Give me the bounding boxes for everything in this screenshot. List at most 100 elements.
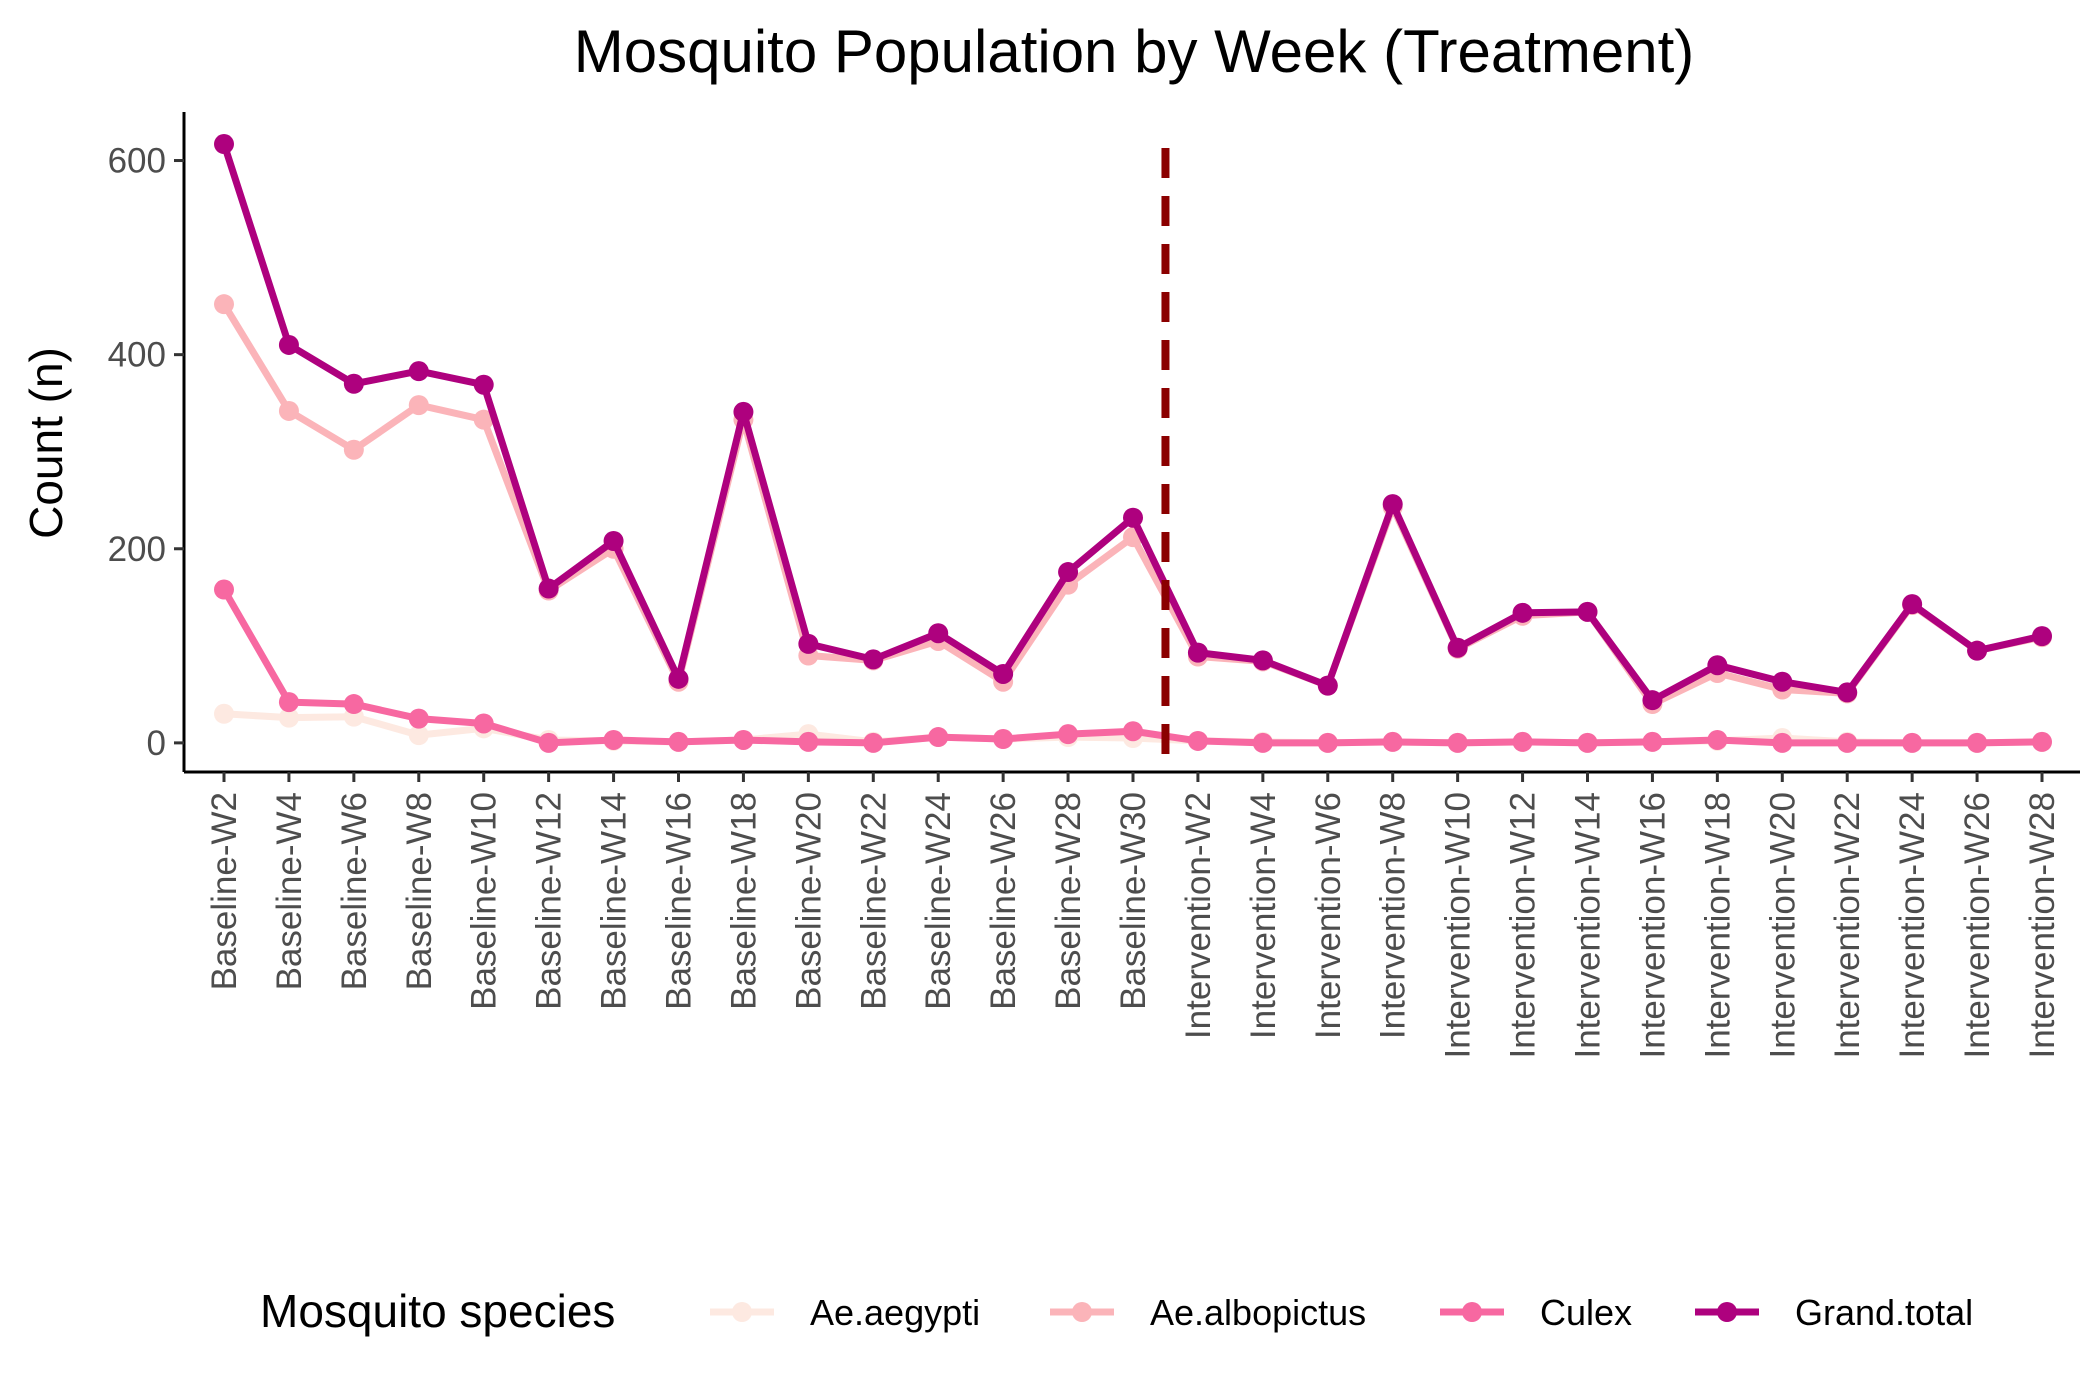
data-point-culex <box>1252 732 1273 753</box>
data-point-culex <box>2032 731 2052 752</box>
legend-key-point-ae-aegypti <box>732 1302 752 1322</box>
data-point-grand-total <box>733 401 754 422</box>
x-tick-label: Intervention-W6 <box>1309 792 1348 1039</box>
chart-title: Mosquito Population by Week (Treatment) <box>574 18 1695 85</box>
plot-area: 0 200 400 600 Baseline-W2 Baseline-W4 Baseline… <box>108 112 2080 1059</box>
data-point-grand-total <box>1902 594 1923 615</box>
data-point-grand-total <box>473 374 494 395</box>
data-point-culex <box>1967 732 1988 753</box>
data-point-grand-total <box>993 663 1014 684</box>
data-point-grand-total <box>1447 637 1468 658</box>
data-point-grand-total <box>538 578 559 599</box>
x-tick-label: Baseline-W14 <box>595 792 634 1010</box>
y-axis-title: Count (n) <box>20 347 72 539</box>
data-point-grand-total <box>1058 562 1079 583</box>
data-point-grand-total <box>1707 655 1728 676</box>
data-point-culex <box>1707 729 1728 750</box>
x-tick-label: Baseline-W6 <box>335 792 374 990</box>
data-point-culex <box>1837 732 1858 753</box>
x-tick-label: Intervention-W12 <box>1504 792 1543 1059</box>
data-point-grand-total <box>1382 494 1403 515</box>
data-point-grand-total <box>408 361 429 382</box>
data-point-culex <box>538 732 559 753</box>
data-point-culex <box>1902 732 1923 753</box>
data-point-culex <box>1642 731 1663 752</box>
data-point-culex <box>408 708 429 729</box>
data-point-grand-total <box>928 623 949 644</box>
data-point-grand-total <box>603 531 624 551</box>
data-point-culex <box>733 729 754 750</box>
data-point-culex <box>1512 731 1533 752</box>
x-tick-label: Intervention-W26 <box>1958 792 1997 1059</box>
legend-key-point-grand-total <box>1717 1302 1737 1322</box>
data-point-grand-total <box>1512 602 1533 623</box>
legend-key-point-culex <box>1462 1302 1482 1322</box>
x-tick-label: Baseline-W8 <box>400 792 439 990</box>
legend: Mosquito species Ae.aegypti Ae.albopictus… <box>260 1285 1973 1337</box>
x-tick-label: Baseline-W18 <box>724 792 763 1010</box>
data-point-culex <box>1187 730 1208 751</box>
data-point-culex <box>1447 732 1468 753</box>
data-point-culex <box>928 727 949 748</box>
x-tick-label: Intervention-W18 <box>1698 792 1737 1059</box>
x-tick-label: Baseline-W22 <box>854 792 893 1010</box>
data-point-ae-albopictus <box>408 395 429 416</box>
x-tick-label: Baseline-W30 <box>1114 792 1153 1010</box>
data-point-culex <box>343 694 364 715</box>
x-tick-label: Baseline-W2 <box>205 792 244 990</box>
data-point-grand-total <box>1837 682 1858 703</box>
x-tick-label: Intervention-W24 <box>1893 792 1932 1059</box>
y-tick-label: 400 <box>108 336 166 375</box>
data-point-culex <box>603 729 624 750</box>
data-point-ae-albopictus <box>343 439 364 460</box>
data-point-culex <box>863 732 884 753</box>
data-point-ae-albopictus <box>214 294 234 315</box>
data-point-grand-total <box>798 633 819 654</box>
legend-key-point-ae-albopictus <box>1072 1302 1092 1322</box>
data-point-ae-albopictus <box>278 400 299 421</box>
x-tick-label: Intervention-W4 <box>1244 792 1283 1039</box>
data-point-grand-total <box>863 649 884 670</box>
data-point-ae-aegypti <box>278 707 299 728</box>
x-tick-label: Intervention-W14 <box>1569 792 1608 1059</box>
legend-label-ae-aegypti: Ae.aegypti <box>810 1292 980 1333</box>
x-tick-label: Baseline-W16 <box>660 792 699 1010</box>
x-tick-label: Baseline-W24 <box>919 792 958 1010</box>
x-tick-label: Baseline-W26 <box>984 792 1023 1010</box>
data-point-culex <box>993 729 1014 749</box>
data-point-grand-total <box>1967 640 1988 661</box>
data-point-grand-total <box>1123 507 1143 528</box>
x-tick-label: Baseline-W28 <box>1049 792 1088 1010</box>
series-line-grand-total <box>220 140 2046 704</box>
x-tick-label: Baseline-W12 <box>530 792 569 1010</box>
data-point-grand-total <box>278 334 299 355</box>
x-tick-label: Baseline-W20 <box>789 792 828 1010</box>
data-point-culex <box>1058 724 1079 745</box>
data-point-grand-total <box>1772 671 1793 692</box>
data-point-grand-total <box>343 373 364 394</box>
x-tick-label: Intervention-W22 <box>1828 792 1867 1059</box>
legend-label-ae-albopictus: Ae.albopictus <box>1150 1292 1366 1333</box>
x-tick-label: Intervention-W10 <box>1439 792 1478 1059</box>
data-point-culex <box>1123 721 1143 742</box>
x-tick-label: Baseline-W4 <box>270 792 309 990</box>
legend-title: Mosquito species <box>260 1285 615 1337</box>
data-point-culex <box>473 713 494 734</box>
legend-items: Ae.aegypti Ae.albopictus Culex Grand.total <box>710 1292 1973 1333</box>
x-tick-label: Intervention-W8 <box>1374 792 1413 1039</box>
y-tick-label: 0 <box>147 724 166 763</box>
series-line-ae-albopictus <box>220 300 2046 708</box>
data-point-culex <box>1577 732 1598 753</box>
data-point-grand-total <box>1252 650 1273 671</box>
legend-label-grand-total: Grand.total <box>1795 1292 1973 1333</box>
data-point-culex <box>1317 732 1338 753</box>
data-point-grand-total <box>1642 690 1663 711</box>
data-point-ae-albopictus <box>473 409 494 430</box>
series-line-culex <box>220 586 2046 747</box>
data-point-grand-total <box>1187 642 1208 663</box>
x-tick-label: Baseline-W10 <box>465 792 504 1010</box>
data-point-culex <box>1772 732 1793 753</box>
x-tick-label: Intervention-W20 <box>1763 792 1802 1059</box>
legend-label-culex: Culex <box>1540 1292 1632 1333</box>
